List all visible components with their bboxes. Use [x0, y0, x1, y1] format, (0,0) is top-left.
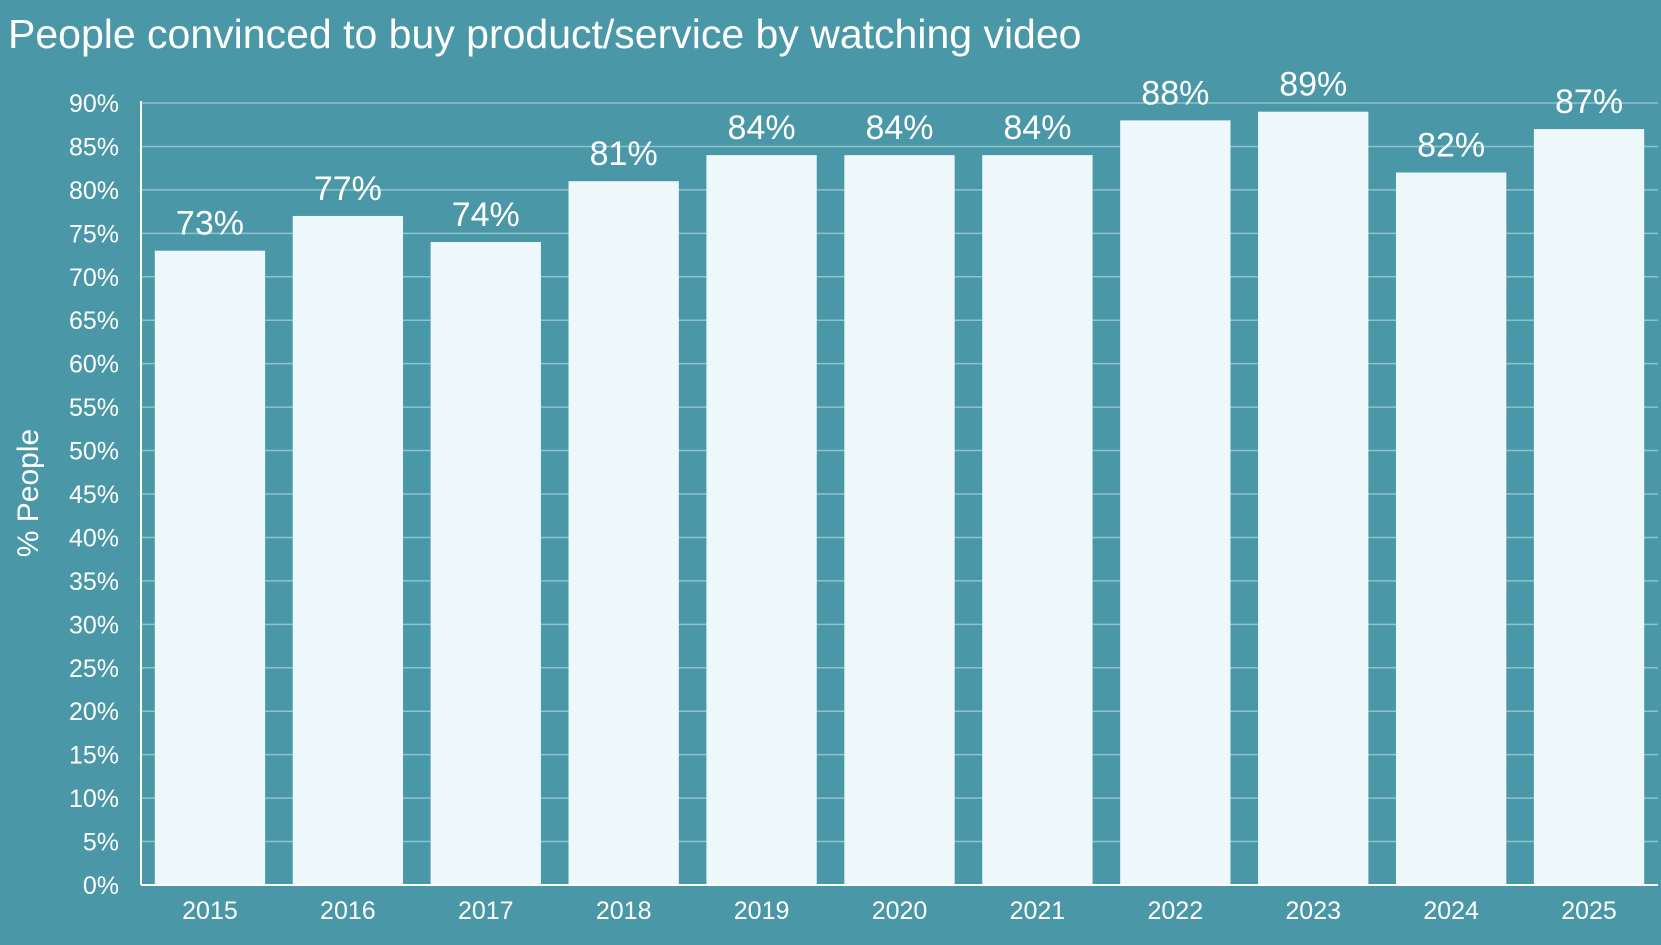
bar	[1258, 111, 1369, 885]
y-tick-label: 60%	[69, 351, 119, 379]
y-tick-label: 70%	[69, 264, 119, 292]
bar	[1120, 120, 1231, 885]
bars	[154, 111, 1645, 886]
bar-value-label: 84%	[1003, 109, 1071, 147]
bar	[154, 250, 266, 885]
y-tick-label: 45%	[69, 481, 119, 509]
x-tick-label: 2019	[734, 897, 790, 925]
bar-value-label: 89%	[1279, 66, 1347, 104]
y-tick-label: 85%	[69, 133, 119, 161]
x-tick-label: 2022	[1148, 897, 1204, 925]
y-tick-label: 55%	[69, 394, 119, 422]
y-tick-label: 80%	[69, 177, 119, 205]
y-tick-label: 10%	[69, 785, 119, 813]
bar	[1395, 172, 1507, 885]
x-tick-label: 2024	[1423, 897, 1479, 925]
chart-title: People convinced to buy product/service …	[8, 11, 1081, 57]
bar	[1533, 129, 1645, 886]
y-tick-label: 65%	[69, 307, 119, 335]
y-tick-label: 30%	[69, 611, 119, 639]
y-axis-ticks: 0% 5% 10% 15% 20% 25% 30% 35% 40% 45% 50% 55% 60% 65%…	[69, 90, 119, 900]
y-tick-label: 35%	[69, 568, 119, 596]
x-tick-label: 2017	[458, 897, 514, 925]
bar	[292, 215, 404, 885]
y-tick-label: 15%	[69, 742, 119, 770]
axes	[140, 101, 1658, 886]
y-tick-label: 90%	[69, 90, 119, 118]
y-tick-label: 5%	[83, 829, 119, 857]
bar	[430, 242, 541, 885]
y-tick-label: 0%	[83, 872, 119, 900]
bar-value-labels: 73% 77% 74% 81% 84% 84% 84% 88% 89% 82% 87%	[176, 66, 1623, 243]
y-tick-label: 20%	[69, 698, 119, 726]
x-tick-label: 2021	[1010, 897, 1066, 925]
x-tick-label: 2025	[1561, 897, 1617, 925]
y-tick-label: 75%	[69, 220, 119, 248]
bar-value-label: 87%	[1555, 83, 1623, 121]
x-tick-label: 2018	[596, 897, 652, 925]
bar	[982, 155, 1093, 886]
bar-value-label: 73%	[176, 205, 244, 243]
bar	[568, 181, 679, 885]
x-tick-label: 2016	[320, 897, 376, 925]
x-tick-label: 2015	[182, 897, 238, 925]
x-tick-label: 2020	[872, 897, 928, 925]
x-tick-label: 2023	[1285, 897, 1341, 925]
y-axis-title: % People	[12, 429, 45, 557]
bar-value-label: 82%	[1417, 127, 1485, 165]
y-tick-label: 40%	[69, 524, 119, 552]
y-tick-label: 25%	[69, 655, 119, 683]
bar	[844, 155, 955, 886]
bar-value-label: 88%	[1141, 74, 1209, 112]
bar	[706, 155, 817, 886]
x-axis-ticks: 2015 2016 2017 2018 2019 2020 2021 2022 2023 2024…	[182, 897, 1617, 925]
bar-value-label: 74%	[452, 196, 520, 234]
bar-value-label: 84%	[865, 109, 933, 147]
y-tick-label: 50%	[69, 438, 119, 466]
bar-value-label: 81%	[590, 135, 658, 173]
bar-value-label: 84%	[728, 109, 796, 147]
bar-value-label: 77%	[314, 170, 382, 208]
